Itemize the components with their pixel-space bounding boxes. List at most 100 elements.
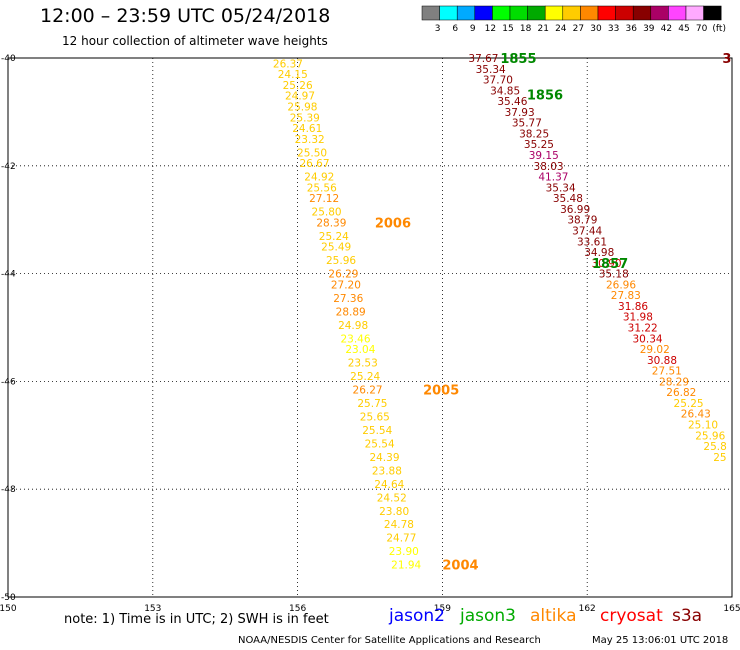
- wave-height-reading: 21.94: [391, 560, 421, 572]
- pass-time-label: 1855: [500, 52, 536, 67]
- colorbar-label: 33: [608, 24, 619, 34]
- generated-timestamp: May 25 13:06:01 UTC 2018: [592, 635, 729, 646]
- wave-height-reading: 25.25: [674, 398, 704, 410]
- wave-height-reading: 25.54: [362, 425, 392, 437]
- units-note: note: 1) Time is in UTC; 2) SWH is in fe…: [64, 612, 329, 627]
- wave-height-reading: 26.27: [353, 384, 383, 396]
- wave-height-reading: 23.32: [295, 134, 325, 146]
- colorbar-label: 45: [678, 24, 689, 34]
- wave-height-reading: 27.20: [331, 279, 361, 291]
- wave-height-reading: 36.99: [560, 204, 590, 216]
- wave-height-reading: 41.37: [538, 172, 568, 184]
- wave-height-reading: 23.90: [389, 546, 419, 558]
- wave-height-reading: 23.46: [340, 333, 370, 345]
- wave-height-reading: 24.39: [369, 452, 399, 464]
- wave-height-reading: 25.24: [319, 231, 349, 243]
- wave-height-reading: 25.54: [365, 438, 395, 450]
- wave-height-reading: 25.26: [283, 80, 313, 92]
- wave-height-reading: 26.96: [606, 279, 636, 291]
- wave-height-reading: 26.37: [273, 58, 303, 70]
- pass-time-label: 2005: [423, 383, 459, 398]
- latitude-tick-label: -42: [1, 162, 16, 172]
- pass-time-label: 3: [722, 52, 731, 67]
- longitude-tick-label: 150: [0, 604, 17, 614]
- wave-height-reading: 25.98: [287, 102, 317, 114]
- pass-time-label: 2006: [375, 216, 411, 231]
- colorbar-label: 39: [643, 24, 655, 34]
- wave-height-reading: 25.65: [360, 411, 390, 423]
- pass-time-label: 1857: [592, 257, 628, 272]
- color-scale-bar: 3 6 9 12 15 18 21 24 27 30 33 36 39 42 45 70 (ft): [421, 5, 726, 34]
- wave-height-reading: 35.34: [476, 64, 506, 76]
- page-subtitle: 12 hour collection of altimeter wave hei…: [62, 34, 328, 48]
- wave-height-reading: 38.03: [534, 161, 564, 173]
- wave-height-reading: 25.8: [703, 441, 726, 453]
- wave-height-reading: 24.92: [304, 172, 334, 184]
- longitude-tick-label: 156: [289, 604, 306, 614]
- latitude-tick-label: -40: [1, 54, 16, 64]
- colorbar-label: 30: [590, 24, 602, 34]
- wave-height-reading: 25: [713, 452, 726, 464]
- wave-height-reading: 24.77: [386, 533, 416, 545]
- wave-height-reading: 28.29: [659, 376, 689, 388]
- wave-height-reading: 38.79: [567, 215, 597, 227]
- wave-height-reading: 25.80: [312, 207, 342, 219]
- longitude-tick-label: 165: [723, 604, 740, 614]
- legend-entry-jason2: jason2: [389, 606, 445, 626]
- wave-height-reading: 24.98: [338, 320, 368, 332]
- wave-height-reading: 34.98: [584, 247, 614, 259]
- colorbar-label: 12: [485, 24, 496, 34]
- colorbar-label: 9: [470, 24, 476, 34]
- wave-height-reading: 30.90: [591, 258, 621, 270]
- colorbar-label: 27: [573, 24, 584, 34]
- source-credit: NOAA/NESDIS Center for Satellite Applica…: [238, 635, 541, 646]
- pass-time-label: 2004: [442, 559, 478, 574]
- wave-height-reading: 30.88: [647, 355, 677, 367]
- wave-height-reading: 27.36: [333, 293, 363, 305]
- legend-entry-jason3: jason3: [460, 606, 516, 626]
- wave-height-reading: 35.18: [599, 269, 629, 281]
- wave-height-reading: 27.51: [652, 366, 682, 378]
- longitude-tick-label: 159: [434, 604, 451, 614]
- wave-height-reading: 38.25: [519, 128, 549, 140]
- colorbar-label: 15: [502, 24, 513, 34]
- legend-entry-cryosat: cryosat: [600, 606, 663, 626]
- wave-height-reading: 30.34: [633, 333, 663, 345]
- pass-time-label: 1856: [527, 89, 563, 104]
- colorbar-label: 70: [696, 24, 708, 34]
- wave-height-reading: 24.64: [374, 479, 404, 491]
- wave-height-reading: 23.04: [345, 344, 375, 356]
- wave-height-reading: 24.15: [278, 69, 308, 81]
- colorbar-label: (ft): [712, 24, 726, 34]
- wave-height-reading: 27.83: [611, 290, 641, 302]
- wave-height-reading: 28.89: [336, 306, 366, 318]
- colorbar-label: 36: [625, 24, 637, 34]
- legend-entry-altika: altika: [530, 606, 577, 626]
- wave-height-reading: 28.39: [316, 217, 346, 229]
- wave-height-reading: 25.50: [297, 147, 327, 159]
- map-frame: [7, 57, 733, 598]
- page-title: 12:00 – 23:59 UTC 05/24/2018: [40, 5, 331, 27]
- wave-height-reading: 25.96: [695, 430, 725, 442]
- wave-height-reading: 35.48: [553, 193, 583, 205]
- wave-height-reading: 24.61: [292, 123, 322, 135]
- wave-height-reading: 25.96: [326, 255, 356, 267]
- wave-height-reading: 23.80: [379, 506, 409, 518]
- wave-height-reading: 24.97: [285, 91, 315, 103]
- legend-entry-s3a: s3a: [672, 606, 703, 626]
- latitude-tick-label: -48: [1, 485, 16, 495]
- colorbar-label: 21: [537, 24, 548, 34]
- wave-height-reading: 26.82: [666, 387, 696, 399]
- wave-height-reading: 37.67: [468, 53, 498, 65]
- wave-height-reading: 23.53: [348, 358, 378, 370]
- wave-height-reading: 26.29: [328, 269, 358, 281]
- wave-height-reading: 31.86: [618, 301, 648, 313]
- wave-height-reading: 31.22: [628, 323, 658, 335]
- latitude-tick-label: -50: [1, 593, 16, 603]
- wave-height-reading: 25.10: [688, 420, 718, 432]
- wave-height-reading: 31.98: [623, 312, 653, 324]
- latitude-tick-label: -44: [1, 270, 16, 280]
- wave-height-reading: 39.15: [529, 150, 559, 162]
- wave-height-reading: 24.52: [377, 492, 407, 504]
- wave-height-reading: 37.93: [505, 107, 535, 119]
